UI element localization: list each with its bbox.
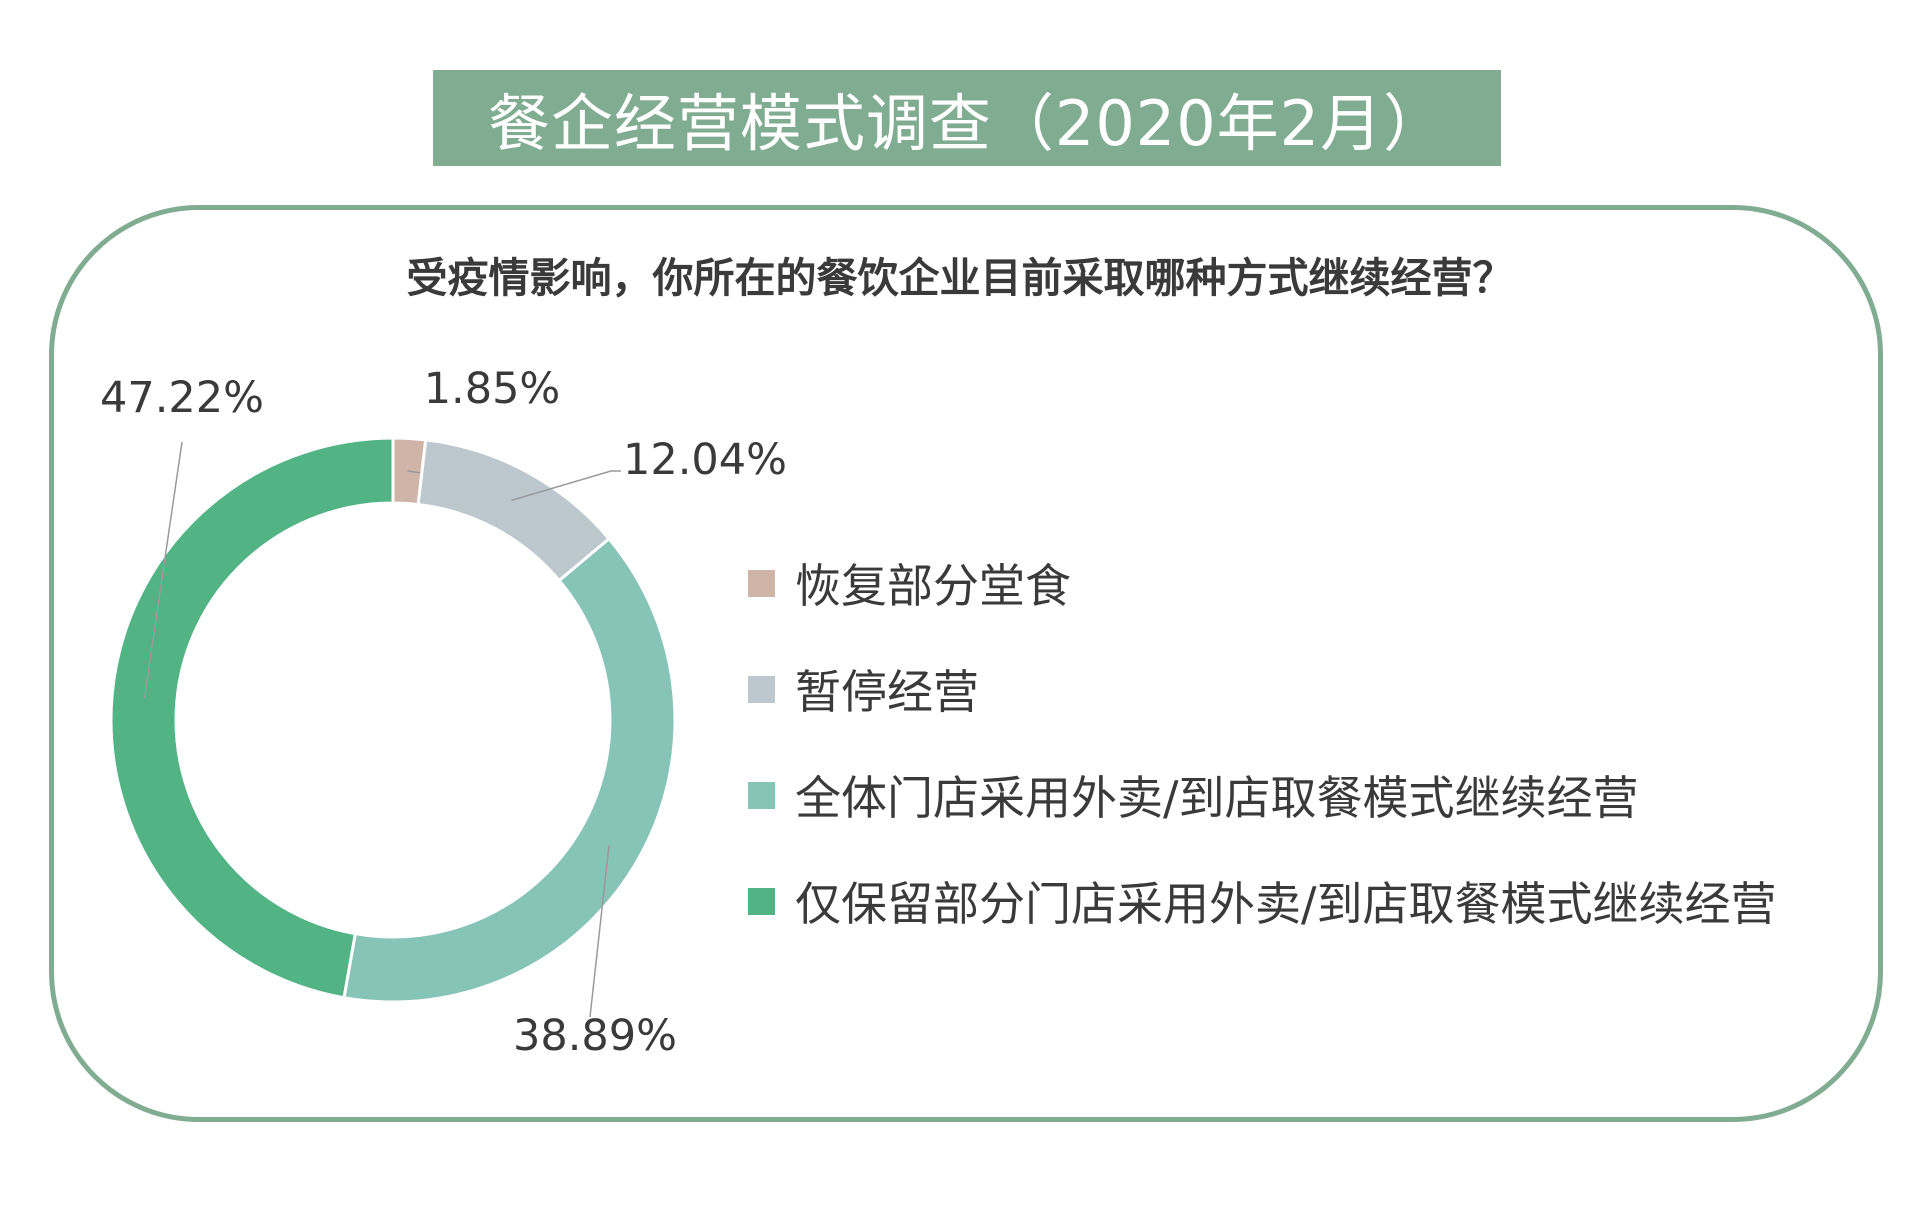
chart-title: 餐企经营模式调查（2020年2月） bbox=[487, 87, 1447, 160]
legend-item: 暂停经营 bbox=[748, 636, 1777, 742]
legend-label: 仅保留部分门店采用外卖/到店取餐模式继续经营 bbox=[795, 877, 1777, 931]
data-label: 38.89% bbox=[513, 1011, 677, 1061]
legend-item: 仅保留部分门店采用外卖/到店取餐模式继续经营 bbox=[748, 848, 1777, 954]
leader-line bbox=[143, 441, 183, 699]
donut-slice bbox=[416, 438, 612, 583]
chart-title-banner: 餐企经营模式调查（2020年2月） bbox=[433, 70, 1501, 166]
chart-legend: 恢复部分堂食 暂停经营 全体门店采用外卖/到店取餐模式继续经营 仅保留部分门店采… bbox=[748, 530, 1777, 954]
data-label: 1.85% bbox=[424, 364, 561, 414]
legend-swatch bbox=[748, 675, 775, 703]
legend-item: 全体门店采用外卖/到店取餐模式继续经营 bbox=[748, 742, 1777, 848]
donut-slice bbox=[342, 536, 677, 1004]
legend-swatch bbox=[748, 569, 775, 597]
legend-label: 暂停经营 bbox=[795, 665, 979, 719]
legend-item: 恢复部分堂食 bbox=[748, 530, 1777, 636]
leader-line bbox=[589, 844, 610, 1018]
legend-swatch bbox=[748, 781, 775, 809]
legend-label: 全体门店采用外卖/到店取餐模式继续经营 bbox=[795, 771, 1639, 825]
data-label: 47.22% bbox=[100, 373, 264, 423]
legend-swatch bbox=[748, 887, 775, 915]
survey-question: 受疫情影响，你所在的餐饮企业目前采取哪种方式继续经营？ bbox=[406, 254, 1514, 302]
leader-line bbox=[511, 470, 621, 502]
donut-slice bbox=[109, 436, 395, 1000]
legend-label: 恢复部分堂食 bbox=[795, 559, 1071, 613]
chart-panel bbox=[49, 205, 1883, 1122]
data-label: 12.04% bbox=[623, 435, 787, 485]
